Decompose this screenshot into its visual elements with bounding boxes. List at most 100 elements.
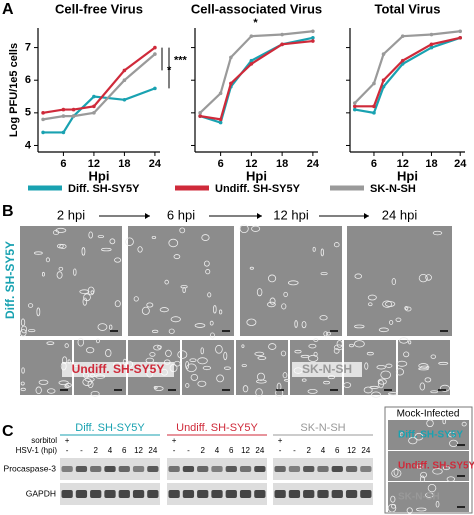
cell: [399, 432, 405, 437]
band: [254, 490, 266, 498]
cell: [371, 391, 381, 398]
cell: [382, 300, 393, 308]
cell: [430, 354, 437, 359]
lane-label: 12: [134, 446, 143, 455]
y-tick-label: 7: [25, 41, 31, 53]
series-line: [42, 53, 156, 121]
cell: [97, 323, 108, 331]
band: [274, 466, 286, 472]
band: [317, 466, 329, 472]
cell: [267, 301, 276, 308]
cell: [83, 293, 91, 302]
lane-label: 4: [108, 446, 113, 455]
band: [211, 490, 223, 498]
band: [345, 490, 358, 498]
data-point: [458, 35, 463, 40]
band: [254, 466, 266, 472]
band: [168, 466, 180, 472]
band: [168, 490, 180, 498]
cell: [442, 418, 447, 425]
cell: [385, 363, 393, 368]
mock-label: Diff. SH-SY5Y: [398, 430, 463, 441]
band: [197, 490, 209, 498]
group-label: Diff. SH-SY5Y: [75, 422, 145, 434]
band: [104, 490, 116, 498]
cell: [395, 317, 402, 322]
cell: [219, 309, 223, 315]
cell: [319, 315, 328, 321]
series-line: [199, 39, 313, 121]
panel-label: A: [2, 1, 14, 18]
band: [90, 490, 102, 498]
data-point: [218, 91, 223, 96]
cell: [153, 386, 158, 389]
cell: [461, 421, 467, 427]
cell: [418, 274, 428, 283]
arrow-head: [364, 213, 369, 219]
cell: [389, 320, 394, 325]
cell: [249, 266, 254, 270]
data-point: [280, 32, 284, 37]
cell: [369, 385, 379, 389]
cell: [420, 471, 428, 478]
cell: [38, 379, 49, 385]
legend-label: SK-N-SH: [370, 183, 416, 195]
cell: [173, 254, 181, 260]
cell: [185, 360, 190, 370]
cell: [64, 384, 70, 389]
lane-label: -: [187, 446, 190, 455]
data-point: [352, 107, 357, 112]
lane-label: 24: [255, 446, 264, 455]
band: [317, 490, 329, 498]
cell: [41, 271, 45, 277]
band: [345, 466, 358, 472]
data-point: [280, 42, 284, 47]
series-line: [43, 87, 156, 134]
lane-label: 6: [122, 446, 127, 455]
cell: [168, 328, 175, 334]
y-tick-label: 4: [25, 139, 32, 151]
data-point: [92, 111, 96, 115]
lane-label: 24: [148, 446, 157, 455]
cell: [215, 344, 223, 354]
cell: [164, 279, 169, 285]
cell: [209, 320, 214, 326]
band-label: Procaspase-3: [4, 463, 57, 473]
lane-label: 4: [321, 446, 326, 455]
lane-label: 24: [361, 446, 370, 455]
band: [239, 466, 252, 472]
cell: [190, 373, 199, 381]
cell: [419, 382, 426, 391]
cell: [97, 235, 105, 238]
cell: [414, 432, 424, 441]
x-axis-label: Hpi: [397, 168, 418, 183]
data-point: [429, 32, 434, 37]
cell: [20, 381, 25, 386]
data-point: [311, 39, 315, 43]
x-tick-label: 12: [88, 158, 100, 170]
cell: [424, 377, 432, 383]
band: [225, 466, 237, 472]
cell: [81, 247, 86, 256]
x-tick-label: 24: [149, 158, 162, 170]
cell: [86, 347, 95, 354]
band: [75, 466, 88, 472]
band: [132, 490, 145, 498]
cell: [137, 246, 143, 253]
legend-label: Diff. SH-SY5Y: [68, 183, 140, 195]
cell: [241, 364, 247, 368]
cell: [34, 251, 43, 255]
band: [239, 490, 252, 498]
chart-title: Total Virus: [375, 1, 441, 16]
cell: [179, 227, 186, 234]
band: [61, 490, 73, 498]
cell: [354, 340, 365, 348]
band: [225, 490, 237, 498]
cell: [418, 367, 429, 371]
cell: [90, 390, 100, 397]
lane-label: -: [279, 446, 282, 455]
cell: [21, 367, 25, 374]
cell: [294, 349, 302, 354]
data-point: [429, 42, 434, 47]
